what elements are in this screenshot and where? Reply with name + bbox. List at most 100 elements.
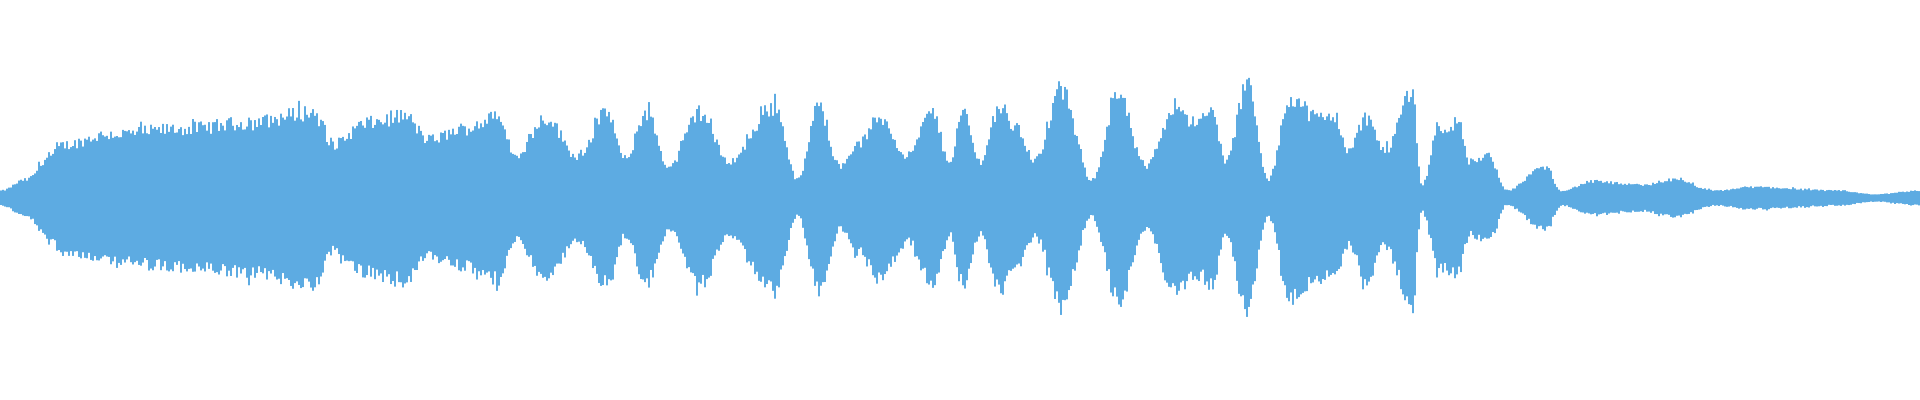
waveform-sample: [1274, 165, 1276, 233]
waveform-sample: [486, 123, 488, 273]
waveform-sample: [542, 120, 544, 278]
waveform-sample: [728, 163, 730, 237]
waveform-sample: [1178, 106, 1180, 291]
waveform-sample: [154, 126, 156, 267]
waveform-sample: [620, 152, 622, 246]
waveform-sample: [1880, 193, 1882, 203]
waveform-sample: [1622, 184, 1624, 212]
waveform-sample: [1038, 153, 1040, 244]
waveform-sample: [1374, 129, 1376, 263]
waveform-sample: [910, 152, 912, 246]
waveform-sample: [1170, 115, 1172, 288]
waveform-sample: [444, 130, 446, 259]
waveform-sample: [106, 135, 108, 257]
waveform-sample: [886, 121, 888, 272]
waveform-sample: [0, 190, 2, 205]
waveform-sample: [190, 133, 192, 269]
waveform-sample: [1278, 145, 1280, 250]
waveform-sample: [1236, 114, 1238, 281]
waveform-sample: [1620, 183, 1622, 211]
waveform-sample: [422, 135, 424, 261]
waveform-sample: [1128, 112, 1130, 270]
waveform-sample: [1488, 152, 1490, 239]
waveform-sample: [88, 136, 90, 253]
waveform-sample: [38, 161, 40, 231]
waveform-sample: [138, 126, 140, 265]
waveform-sample: [1832, 190, 1834, 205]
waveform-sample: [346, 138, 348, 261]
waveform-sample: [270, 115, 272, 274]
waveform-sample: [1014, 125, 1016, 268]
waveform-sample: [1510, 190, 1512, 206]
waveform-sample: [1876, 194, 1878, 202]
waveform-sample: [52, 153, 54, 239]
waveform-sample: [540, 115, 542, 274]
waveform-sample: [1744, 186, 1746, 210]
waveform-sample: [1388, 152, 1390, 247]
waveform-sample: [1254, 116, 1256, 282]
waveform-sample: [868, 128, 870, 260]
waveform-sample: [1826, 190, 1828, 207]
waveform-sample: [1760, 186, 1762, 208]
waveform-sample: [866, 139, 868, 267]
waveform-sample: [1196, 124, 1198, 280]
waveform-sample: [1350, 148, 1352, 246]
waveform-sample: [1612, 184, 1614, 213]
waveform-sample: [922, 121, 924, 269]
waveform-sample: [436, 140, 438, 257]
waveform-sample: [614, 133, 616, 265]
waveform-sample: [500, 121, 502, 277]
waveform-sample: [720, 155, 722, 245]
waveform-sample: [420, 130, 422, 257]
waveform-sample: [532, 137, 534, 267]
waveform-sample: [608, 111, 610, 280]
waveform-sample: [1492, 161, 1494, 233]
waveform-sample: [198, 122, 200, 267]
waveform-sample: [496, 119, 498, 291]
waveform-sample: [428, 134, 430, 252]
waveform-sample: [134, 134, 136, 263]
waveform-sample: [1046, 121, 1048, 276]
waveform-sample: [1506, 189, 1508, 206]
waveform-sample: [970, 135, 972, 264]
waveform-sample: [1742, 187, 1744, 210]
waveform-sample: [424, 143, 426, 259]
waveform-sample: [98, 133, 100, 261]
waveform-sample: [556, 123, 558, 264]
waveform-sample: [826, 119, 828, 271]
waveform-sample: [1150, 159, 1152, 232]
waveform-sample: [1808, 188, 1810, 208]
waveform-sample: [308, 117, 310, 282]
waveform-sample: [132, 130, 134, 265]
waveform-sample: [656, 135, 658, 260]
waveform-sample: [998, 109, 1000, 285]
waveform-sample: [654, 133, 656, 264]
waveform-sample: [686, 132, 688, 269]
waveform-sample: [414, 123, 416, 271]
waveform-sample: [1154, 149, 1156, 244]
waveform-sample: [72, 146, 74, 256]
waveform-sample: [338, 137, 340, 255]
waveform-sample: [972, 142, 974, 255]
waveform-sample: [1694, 185, 1696, 211]
waveform-sample: [312, 109, 314, 291]
waveform-sample: [1240, 109, 1242, 297]
waveform-sample: [1102, 151, 1104, 247]
waveform-sample: [488, 113, 490, 272]
waveform-sample: [1550, 170, 1552, 227]
waveform-sample: [68, 149, 70, 256]
waveform-sample: [90, 141, 92, 260]
waveform-sample: [390, 110, 392, 285]
waveform-sample: [1526, 176, 1528, 221]
waveform-sample: [1838, 190, 1840, 206]
waveform-sample: [1304, 101, 1306, 292]
waveform-sample: [708, 123, 710, 278]
waveform-sample: [1328, 113, 1330, 277]
waveform-sample: [1138, 156, 1140, 240]
waveform-sample: [280, 113, 282, 285]
waveform-sample: [1782, 188, 1784, 208]
waveform-sample: [1148, 163, 1150, 229]
waveform-sample: [1026, 151, 1028, 246]
waveform-sample: [1454, 117, 1456, 279]
waveform-sample: [534, 127, 536, 266]
